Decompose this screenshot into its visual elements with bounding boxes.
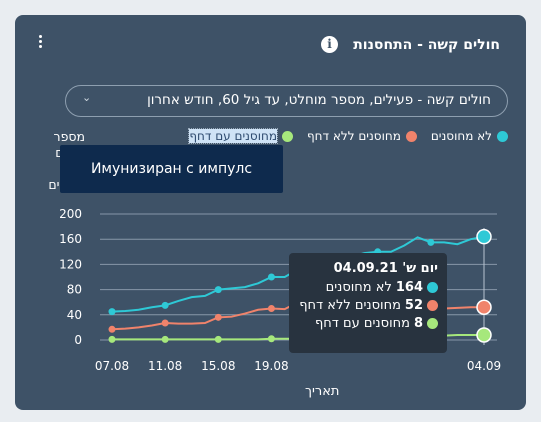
y-tick-label: 160: [59, 232, 82, 246]
hover-point: [476, 299, 492, 315]
data-point: [161, 319, 169, 327]
x-tick-label: 04.09: [467, 359, 501, 373]
tooltip-row: 8 מחוסנים עם דחף: [289, 314, 447, 332]
data-point: [214, 313, 222, 321]
translate-popup: Имунизиран с импулс: [60, 145, 283, 193]
info-icon[interactable]: i: [321, 36, 338, 53]
tooltip-swatch: [427, 300, 438, 311]
x-tick-label: 11.08: [148, 359, 182, 373]
data-point: [108, 335, 116, 343]
tooltip-series-name: מחוסנים עם דחף: [314, 316, 410, 331]
data-point: [267, 273, 275, 281]
legend-swatch: [405, 130, 417, 142]
data-point: [267, 305, 275, 312]
y-tick-label: 40: [67, 308, 82, 322]
tooltip-value: 164: [395, 280, 423, 295]
x-axis-label: תאריך: [305, 384, 340, 399]
tooltip-swatch: [427, 282, 438, 293]
y-tick-label: 80: [67, 283, 82, 297]
tooltip-value: 52: [404, 298, 423, 313]
data-point: [214, 286, 222, 294]
tooltip-value: 8: [413, 316, 423, 331]
hover-point: [476, 327, 492, 343]
tooltip-series-name: מחוסנים ללא דחף: [299, 298, 401, 313]
menu-button[interactable]: [39, 35, 43, 50]
legend-swatch: [497, 130, 508, 142]
y-tick-label: 120: [59, 257, 82, 271]
legend-swatch: [281, 130, 293, 142]
legend: לא מחוסנים מחוסנים ללא דחף מחוסנים עם דחף: [188, 128, 508, 144]
data-point: [161, 335, 169, 343]
tooltip-row: 52 מחוסנים ללא דחף: [289, 296, 447, 314]
data-point: [108, 308, 116, 316]
tooltip-series-name: לא מחוסנים: [325, 280, 392, 295]
filter-dropdown[interactable]: חולים קשה - פעילים, מספר מוחלט, עד גיל 6…: [65, 85, 508, 117]
legend-label: מחוסנים ללא דחף: [306, 129, 401, 143]
tooltip-swatch: [427, 318, 438, 329]
data-point: [161, 301, 169, 309]
y-tick-label: 200: [59, 207, 82, 221]
tooltip-row: 164 לא מחוסנים: [289, 278, 447, 296]
data-point: [214, 335, 222, 343]
data-point: [267, 335, 275, 343]
filter-label: חולים קשה - פעילים, מספר מוחלט, עד גיל 6…: [147, 92, 491, 108]
legend-label: לא מחוסנים: [430, 129, 492, 143]
legend-label: מחוסנים עם דחף: [188, 128, 278, 144]
x-tick-label: 15.08: [201, 359, 235, 373]
data-point: [108, 325, 116, 333]
tooltip-title: יום ש' 04.09.21: [333, 261, 438, 276]
hover-tooltip: יום ש' 04.09.21 164 לא מחוסנים 52 מחוסנים ל…: [289, 253, 447, 353]
x-tick-label: 19.08: [254, 359, 288, 373]
hover-point: [476, 228, 492, 245]
legend-item[interactable]: מחוסנים ללא דחף: [307, 129, 417, 143]
y-tick-label: 0: [74, 333, 82, 347]
legend-item[interactable]: לא מחוסנים: [431, 129, 508, 143]
card-title: חולים קשה - התחסנות: [353, 37, 500, 53]
legend-item[interactable]: מחוסנים עם דחף: [188, 128, 293, 144]
data-point: [427, 238, 435, 246]
card: i חולים קשה - התחסנות חולים קשה - פעילים…: [15, 15, 526, 410]
chevron: ⌄: [82, 91, 92, 104]
x-tick-label: 07.08: [95, 359, 129, 373]
